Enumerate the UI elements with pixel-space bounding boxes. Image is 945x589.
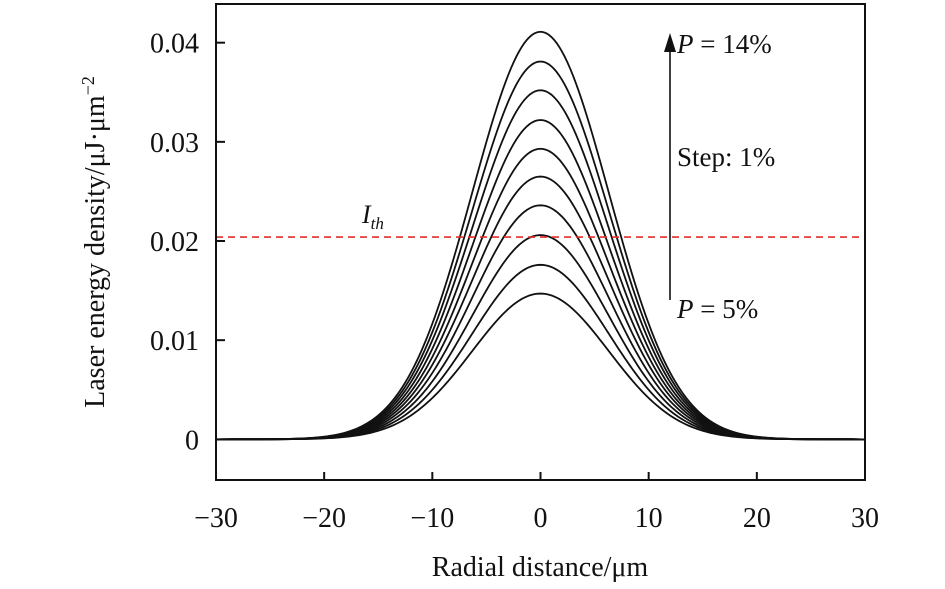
y-tick-label: 0 [185,425,199,456]
series-line-0 [216,292,865,441]
arrow-up-icon [664,33,676,52]
x-tick-label: −10 [410,503,454,534]
series-line-3 [216,204,865,441]
x-tick-label: 20 [743,503,771,534]
annotation-step: Step: 1% [677,142,775,172]
threshold-label: Ith [361,200,384,233]
curves [216,30,865,441]
x-ticks: −30 −20 −10 0 10 20 30 [194,472,879,534]
y-axis-label: Laser energy density/μJ·μm−2 [78,76,111,408]
annotation-bottom: P = 5% [676,294,758,324]
x-tick-label: 30 [851,503,879,534]
x-tick-label: 0 [534,503,548,534]
x-axis-label: Radial distance/μm [432,552,649,583]
y-tick-label: 0.01 [150,326,199,357]
series-line-1 [216,263,865,441]
series-line-8 [216,60,865,441]
y-tick-label: 0.04 [150,29,199,60]
series-line-4 [216,175,865,441]
y-tick-label: 0.03 [150,128,199,159]
x-tick-label: 10 [635,503,663,534]
x-tick-label: −30 [194,503,238,534]
series-line-9 [216,30,865,441]
y-ticks: 0 0.01 0.02 0.03 0.04 [150,29,225,456]
plot-frame [215,3,866,481]
y-tick-label: 0.02 [150,227,199,258]
x-tick-label: −20 [302,503,346,534]
annotation-top: P = 14% [676,29,772,59]
